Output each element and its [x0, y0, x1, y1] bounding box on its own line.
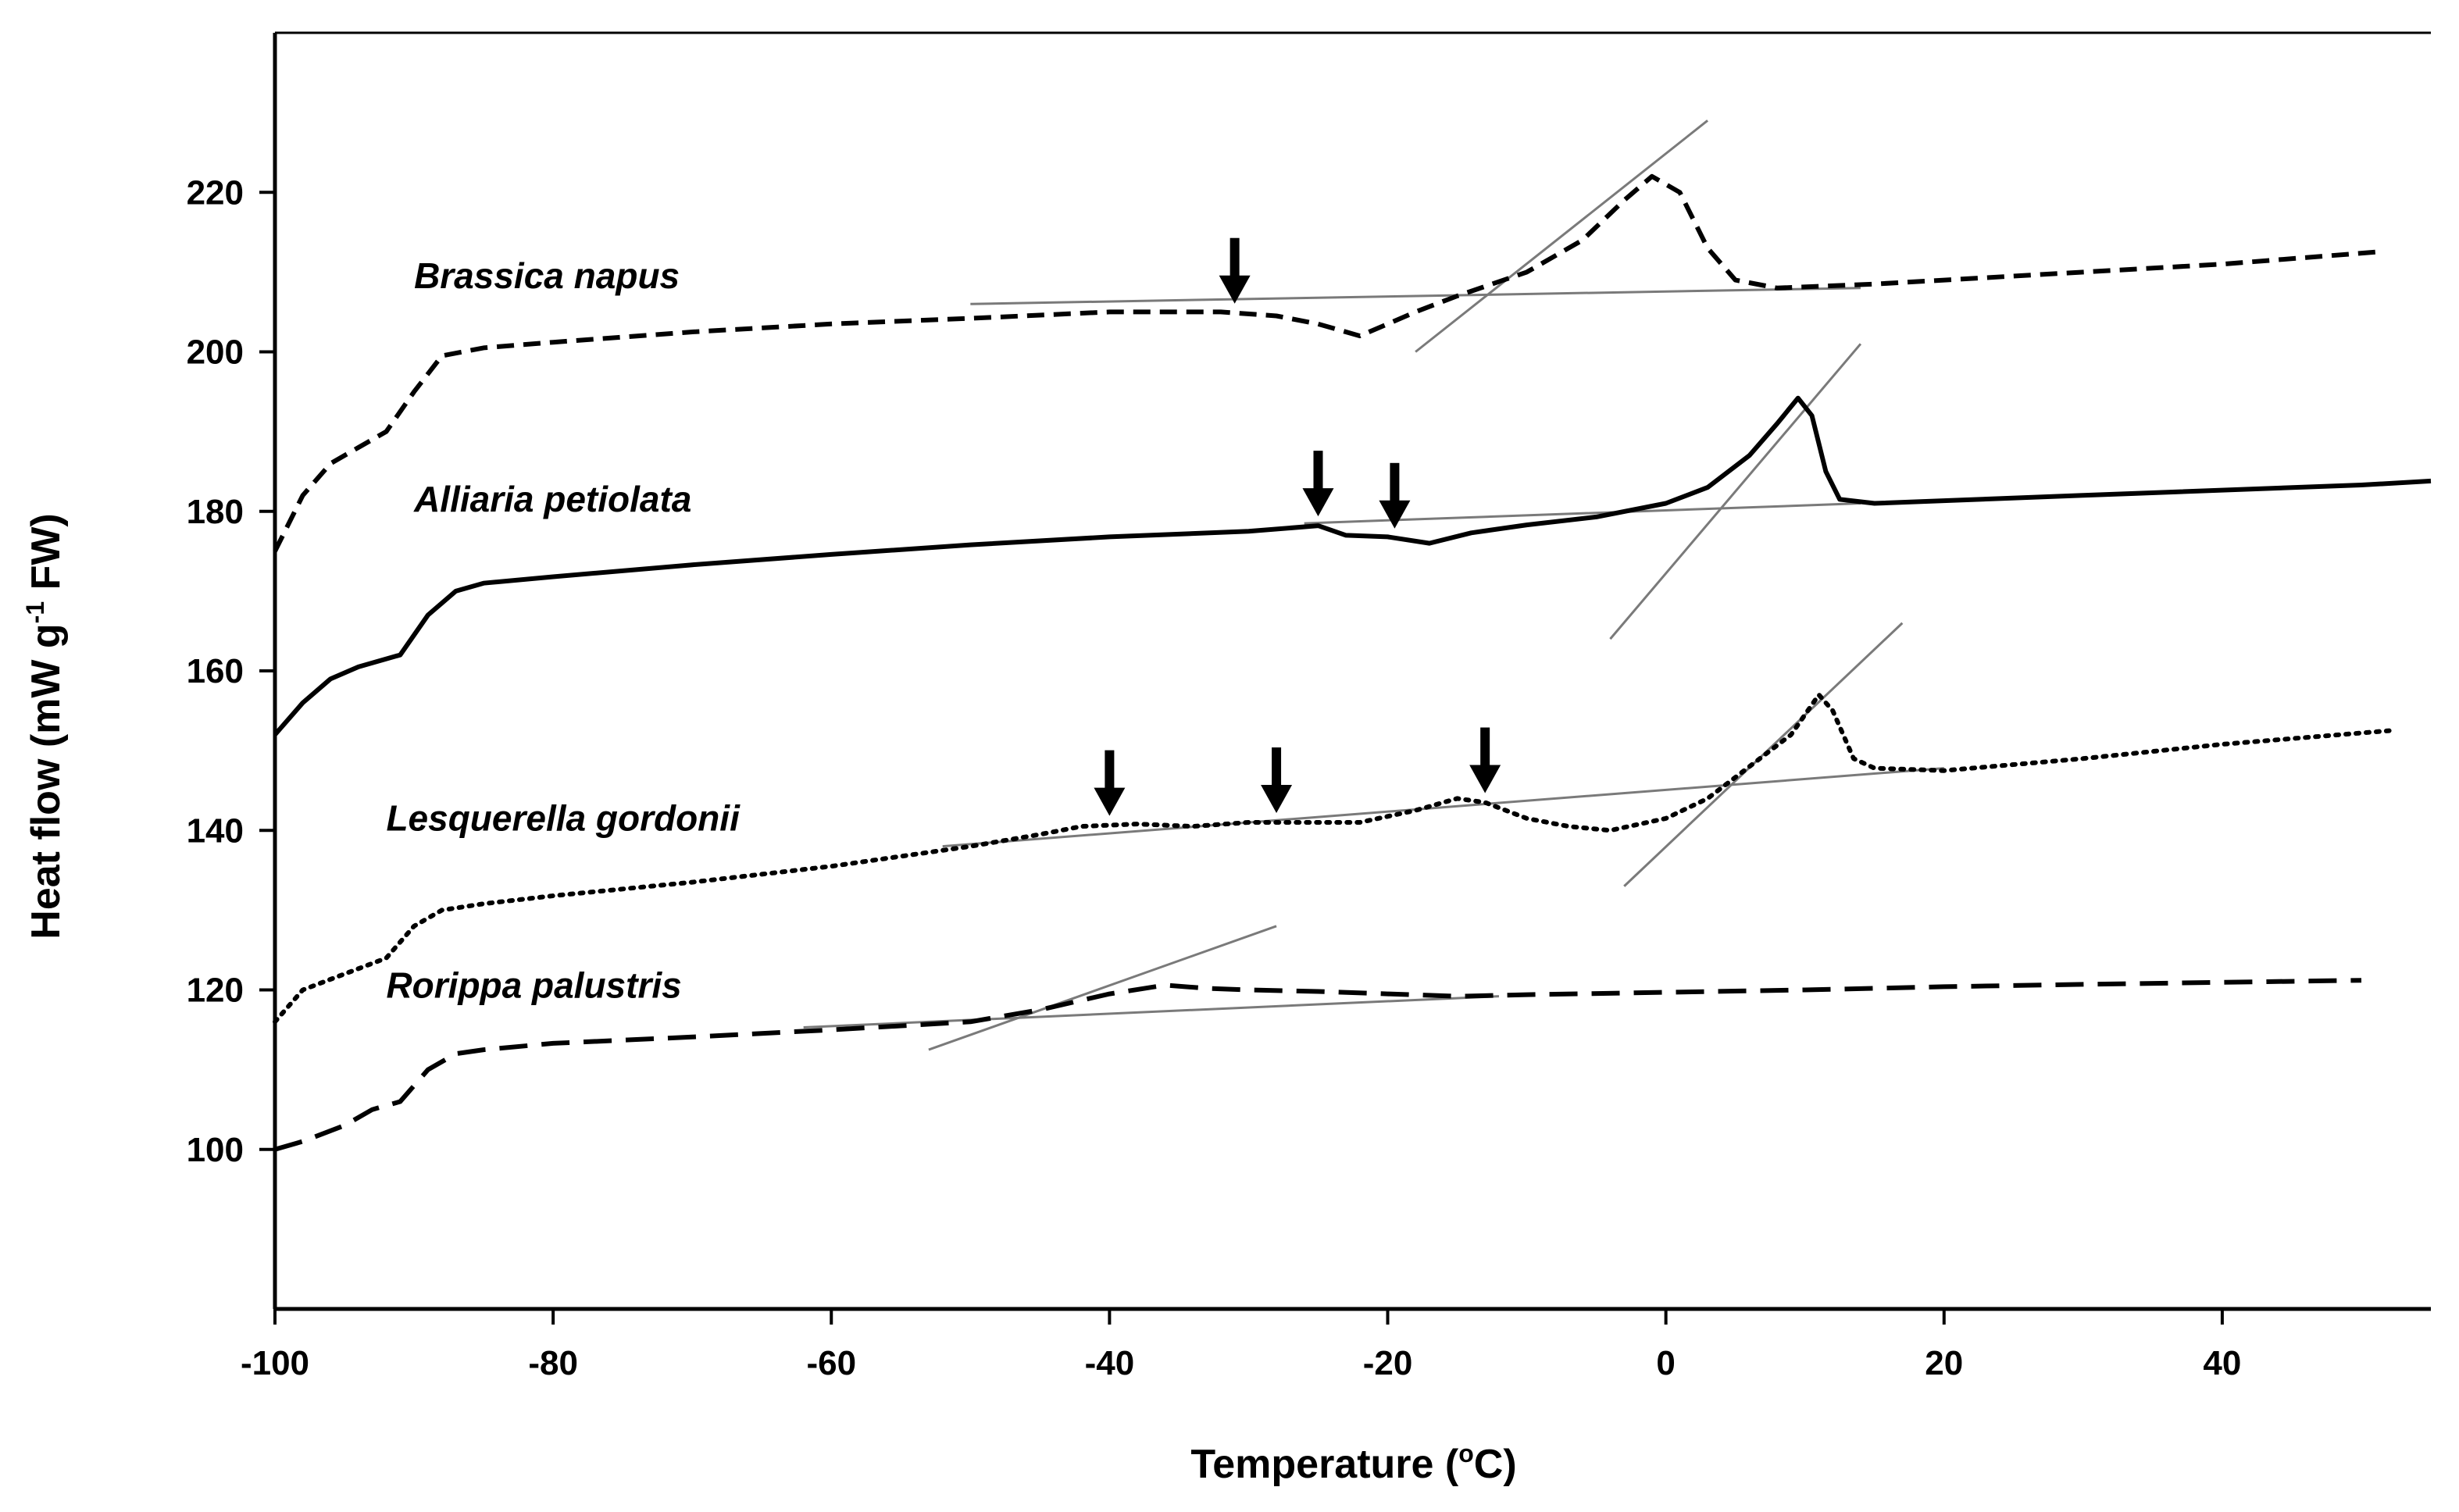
y-tick-label: 100 [187, 1131, 244, 1169]
series-label-brassica-napus: Brassica napus [414, 255, 680, 296]
x-tick-label: -100 [241, 1344, 309, 1382]
tangent-line-lesquerella-gordonii [942, 767, 1944, 848]
x-axis-title: Temperature (oC) [1190, 1439, 1516, 1487]
arrow-head [1219, 275, 1251, 304]
tangent-line-brassica-napus [970, 287, 1861, 305]
arrow-head [1261, 785, 1293, 814]
arrow-shaft [1105, 750, 1115, 791]
transition-arrow [1261, 747, 1293, 814]
x-tick-label: -20 [1363, 1344, 1413, 1382]
arrow-head [1469, 765, 1501, 793]
series-layer [273, 173, 2432, 1152]
tangent-line-lesquerella-gordonii [1623, 622, 1904, 887]
y-tick-label: 200 [187, 333, 244, 372]
x-tick-label: -40 [1085, 1344, 1135, 1382]
x-axis-title-superscript: o [1458, 1439, 1474, 1467]
y-tick-label: 220 [187, 173, 244, 212]
y-tick-label: 120 [187, 972, 244, 1010]
y-axis-title-superscript: -1 [21, 601, 49, 623]
series-line-lesquerella-gordonii [273, 692, 2392, 1025]
series-line-rorippa-palustris [274, 978, 2362, 1152]
series-label-alliaria-petiolata: Alliaria petiolata [413, 479, 691, 519]
y-tick-label: 160 [187, 652, 244, 690]
y-tick-label: 140 [187, 811, 244, 850]
transition-arrow [1379, 462, 1411, 529]
arrow-shaft [1313, 451, 1323, 492]
x-tick-label: 20 [1925, 1344, 1963, 1382]
series-line-alliaria-petiolata [273, 395, 2432, 736]
series-label-rorippa-palustris: Rorippa palustris [386, 965, 681, 1006]
arrow-shaft [1480, 727, 1490, 768]
series-line-brassica-napus [273, 173, 2376, 553]
x-tick-label: 0 [1656, 1344, 1675, 1382]
arrow-head [1379, 500, 1411, 529]
tangent-line-brassica-napus [1415, 119, 1708, 353]
series-label-lesquerella-gordonii: Lesquerella gordonii [386, 797, 741, 838]
arrow-shaft [1230, 237, 1240, 279]
tangent-line-rorippa-palustris [928, 925, 1277, 1051]
arrow-shaft [1272, 747, 1282, 789]
transition-arrow [1219, 237, 1251, 304]
tick-layer: -100 -80 -60 -40 -20 0 20 40 100 120 140 160 180 200 2… [187, 173, 2242, 1382]
transition-arrow [1302, 451, 1334, 517]
x-tick-label: 40 [2203, 1344, 2241, 1382]
tangent-line-alliaria-petiolata [1609, 343, 1862, 640]
arrow-layer [1094, 237, 1501, 816]
x-tick-label: -60 [806, 1344, 856, 1382]
transition-arrow [1094, 750, 1126, 816]
arrow-head [1302, 488, 1334, 517]
series-label-layer: Brassica napus Alliaria petiolata Lesquere… [386, 255, 741, 1006]
tangent-line-rorippa-palustris [803, 995, 1500, 1029]
transition-arrow [1469, 727, 1501, 793]
y-tick-label: 180 [187, 493, 244, 531]
y-axis-title: Heat flow (mW g-1 FW) [21, 513, 69, 939]
x-tick-label: -80 [528, 1344, 578, 1382]
arrow-shaft [1390, 462, 1400, 504]
arrow-head [1094, 787, 1126, 816]
